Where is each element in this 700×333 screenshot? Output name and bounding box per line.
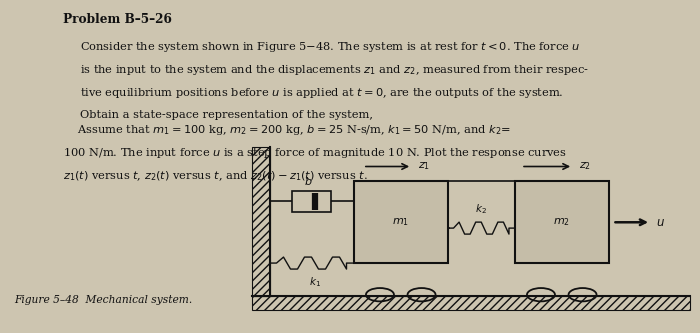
Text: $z_1(t)$ versus $t$, $z_2(t)$ versus $t$, and $z_2(t) - z_1(t)$ versus $t$.: $z_1(t)$ versus $t$, $z_2(t)$ versus $t$… — [63, 169, 368, 183]
Text: Assume that $m_1 = 100$ kg, $m_2 = 200$ kg, $b = 25$ N-s/m, $k_1 = 50$ N/m, and : Assume that $m_1 = 100$ kg, $m_2 = 200$ … — [63, 123, 511, 137]
Text: is the input to the system and the displacements $z_1$ and $z_2$, measured from : is the input to the system and the displ… — [80, 63, 589, 77]
Bar — [514, 181, 609, 263]
Text: $m_1$: $m_1$ — [392, 216, 410, 228]
Text: $k_2$: $k_2$ — [475, 203, 487, 216]
Text: Figure 5–48  Mechanical system.: Figure 5–48 Mechanical system. — [14, 295, 192, 305]
Text: Obtain a state-space representation of the system,: Obtain a state-space representation of t… — [80, 110, 374, 120]
Bar — [293, 190, 330, 212]
Text: $b$: $b$ — [304, 175, 312, 187]
Text: $m_2$: $m_2$ — [553, 216, 570, 228]
Text: Consider the system shown in Figure 5$-$48. The system is at rest for $t < 0$. T: Consider the system shown in Figure 5$-$… — [80, 40, 581, 54]
Text: Problem B–5–26: Problem B–5–26 — [63, 13, 172, 26]
Bar — [252, 296, 690, 310]
Text: 100 N/m. The input force $u$ is a step force of magnitude 10 N. Plot the respons: 100 N/m. The input force $u$ is a step f… — [63, 147, 567, 161]
Bar — [354, 181, 448, 263]
Text: tive equilibrium positions before $u$ is applied at $t = 0$, are the outputs of : tive equilibrium positions before $u$ is… — [80, 86, 564, 100]
Text: $k_1$: $k_1$ — [309, 275, 321, 288]
Bar — [252, 147, 270, 296]
Text: $z_1$: $z_1$ — [418, 161, 430, 172]
Text: $z_2$: $z_2$ — [579, 161, 591, 172]
Text: $u$: $u$ — [656, 216, 665, 229]
